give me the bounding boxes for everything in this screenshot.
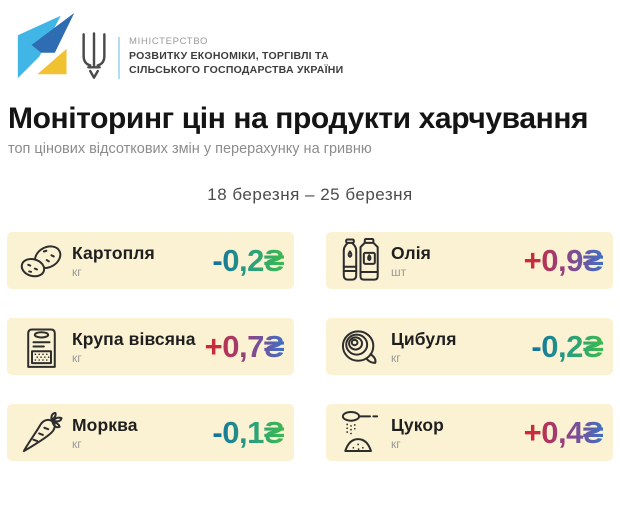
- date-range: 18 березня – 25 березня: [207, 185, 413, 205]
- ministry-header: МІНІСТЕРСТВО РОЗВИТКУ ЕКОНОМІКИ, ТОРГІВЛ…: [0, 0, 620, 82]
- product-name: Олія: [391, 242, 431, 263]
- change-amount: +0,9: [523, 242, 583, 278]
- oil-bottles-icon: [334, 238, 386, 283]
- product-unit: кг: [391, 350, 401, 365]
- page-subtitle: топ цінових відсоткових змін у перерахун…: [8, 141, 372, 158]
- change-amount: +0,7: [204, 328, 264, 364]
- hryvnia-sign: ₴: [582, 328, 603, 364]
- price-card-carrot: Морква кг -0,1₴: [7, 404, 294, 462]
- hryvnia-sign: ₴: [582, 242, 603, 278]
- hryvnia-sign: ₴: [263, 414, 284, 450]
- tryzub-icon: [82, 31, 110, 82]
- product-name: Цибуля: [391, 328, 457, 349]
- product-name: Картопля: [72, 242, 155, 263]
- sugar-icon: [334, 410, 386, 455]
- ministry-line3: СІЛЬСЬКОГО ГОСПОДАРСТВА УКРАЇНИ: [129, 64, 344, 77]
- oat-groats-bag-icon: [15, 325, 67, 369]
- product-unit: кг: [72, 350, 82, 365]
- ministry-line1: МІНІСТЕРСТВО: [129, 36, 209, 48]
- logo-divider: [118, 37, 120, 79]
- change-amount: +0,4: [523, 414, 583, 450]
- price-change-value: +0,9₴: [524, 243, 603, 279]
- change-amount: -0,1: [212, 414, 264, 450]
- hryvnia-sign: ₴: [582, 414, 603, 450]
- potato-icon: [15, 242, 67, 280]
- price-card-oil: Олія шт +0,9₴: [326, 232, 613, 290]
- product-name: Крупа вівсяна: [72, 328, 196, 349]
- product-name: Морква: [72, 414, 138, 435]
- price-card-oat-groats: Крупа вівсяна кг +0,7₴: [7, 318, 294, 376]
- ministry-flag-logo: [10, 8, 88, 82]
- change-amount: -0,2: [212, 242, 264, 278]
- price-change-value: -0,2₴: [212, 243, 284, 279]
- price-card-potato: Картопля кг -0,2₴: [7, 232, 294, 290]
- product-name: Цукор: [391, 414, 444, 435]
- page-title: Моніторинг цін на продукти харчування: [8, 102, 589, 135]
- price-change-value: -0,2₴: [531, 329, 603, 365]
- hryvnia-sign: ₴: [263, 242, 284, 278]
- ministry-name: МІНІСТЕРСТВО РОЗВИТКУ ЕКОНОМІКИ, ТОРГІВЛ…: [129, 36, 343, 82]
- price-change-value: +0,4₴: [524, 415, 603, 451]
- title-block: Моніторинг цін на продукти харчування то…: [8, 102, 612, 158]
- product-unit: шт: [391, 264, 407, 279]
- ministry-line2: РОЗВИТКУ ЕКОНОМІКИ, ТОРГІВЛІ ТА: [129, 50, 329, 63]
- change-amount: -0,2: [531, 328, 583, 364]
- product-unit: кг: [72, 264, 82, 279]
- onion-icon: [334, 328, 386, 366]
- carrot-icon: [15, 411, 67, 454]
- hryvnia-sign: ₴: [263, 328, 284, 364]
- product-unit: кг: [391, 436, 401, 451]
- price-change-value: +0,7₴: [205, 329, 284, 365]
- product-unit: кг: [72, 436, 82, 451]
- price-change-value: -0,1₴: [212, 415, 284, 451]
- price-card-grid: Картопля кг -0,2₴ Олія: [7, 232, 613, 462]
- price-card-onion: Цибуля кг -0,2₴: [326, 318, 613, 376]
- price-card-sugar: Цукор кг +0,4₴: [326, 404, 613, 462]
